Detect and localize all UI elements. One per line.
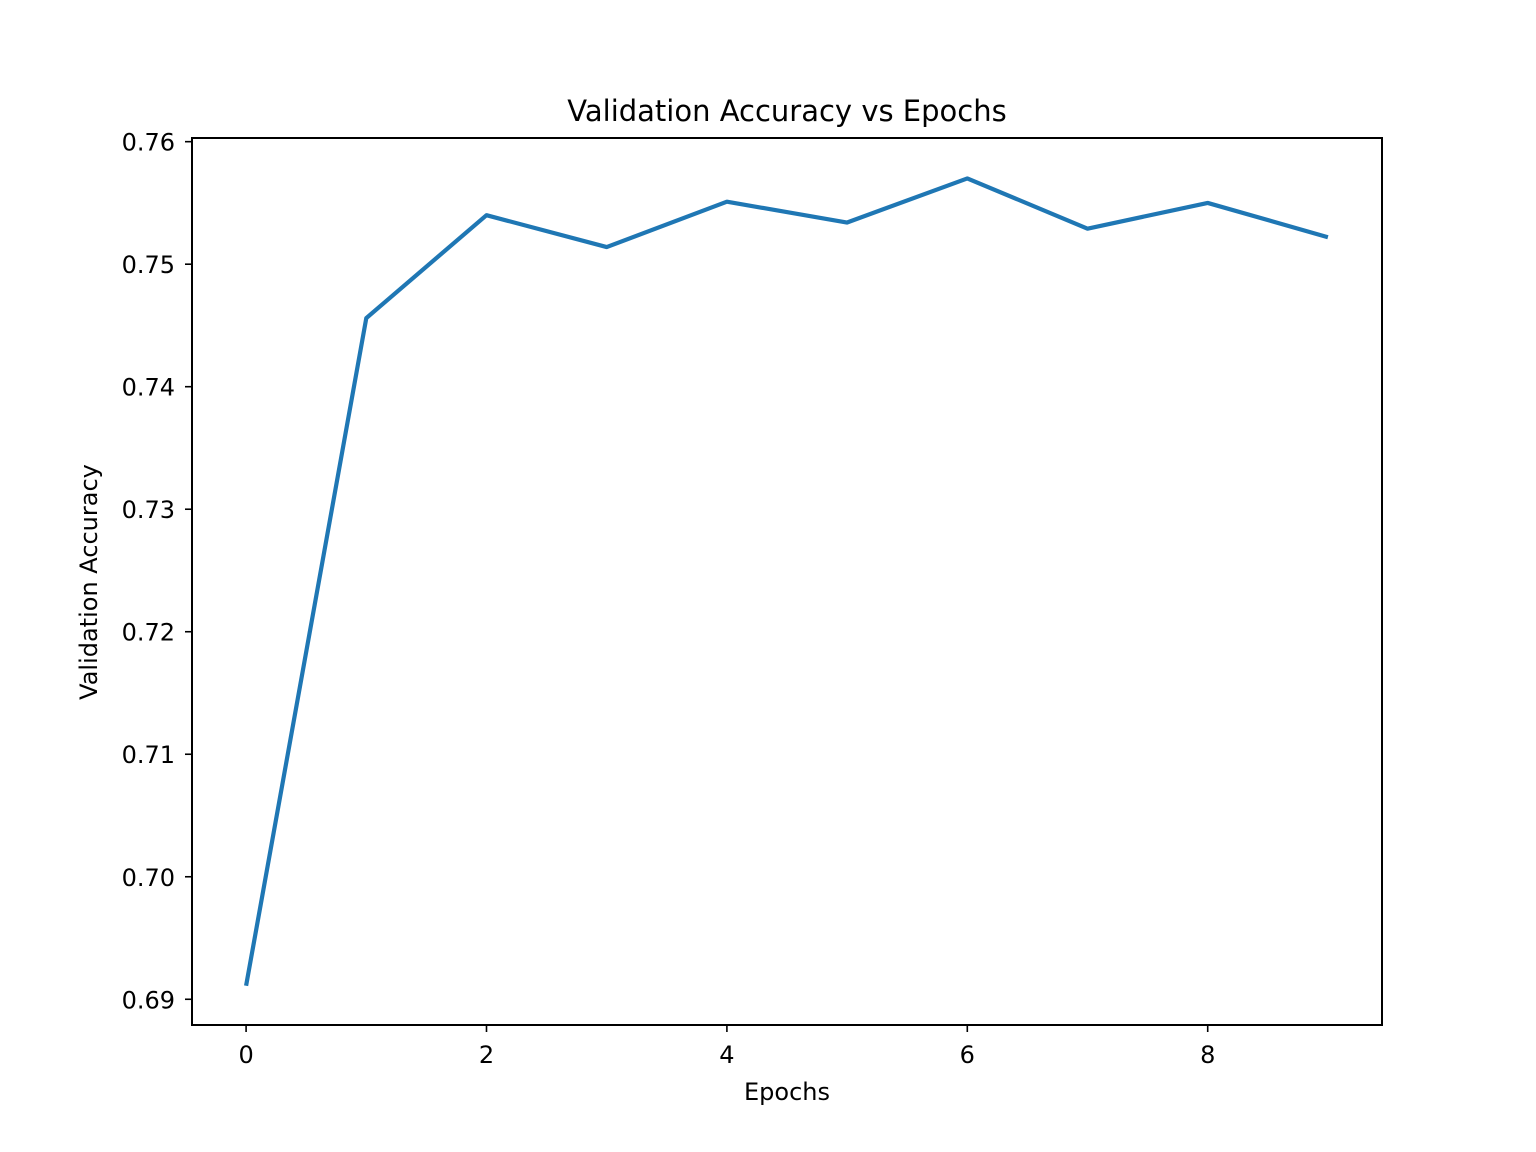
- plot-area: 0 2 4 6 8 0.69 0.70 0.71 0.72 0.73 0.74 0.75 0.76: [122, 129, 1383, 1069]
- series-line: [244, 176, 1329, 987]
- y-axis-label: Validation Accuracy: [75, 464, 103, 700]
- y-tick-label: 0.75: [122, 251, 175, 279]
- y-tick-label: 0.73: [122, 496, 175, 524]
- x-axis-label: Epochs: [744, 1078, 830, 1106]
- x-tick-label: 4: [719, 1041, 734, 1069]
- x-tick-label: 0: [238, 1041, 253, 1069]
- x-tick-label: 8: [1200, 1041, 1215, 1069]
- y-tick-label: 0.71: [122, 741, 175, 769]
- plot-background: [192, 138, 1382, 1025]
- x-tick-label: 2: [479, 1041, 494, 1069]
- y-tick-label: 0.72: [122, 619, 175, 647]
- x-axis-ticks: 0 2 4 6 8: [238, 1025, 1215, 1069]
- y-tick-label: 0.70: [122, 864, 175, 892]
- y-axis-ticks: 0.69 0.70 0.71 0.72 0.73 0.74 0.75 0.76: [122, 129, 192, 1014]
- plot-frame: [191, 137, 1383, 1026]
- y-tick-label: 0.69: [122, 986, 175, 1014]
- y-tick-label: 0.76: [122, 129, 175, 157]
- y-tick-label: 0.74: [122, 374, 175, 402]
- x-tick-label: 6: [960, 1041, 975, 1069]
- chart-title: Validation Accuracy vs Epochs: [567, 94, 1006, 128]
